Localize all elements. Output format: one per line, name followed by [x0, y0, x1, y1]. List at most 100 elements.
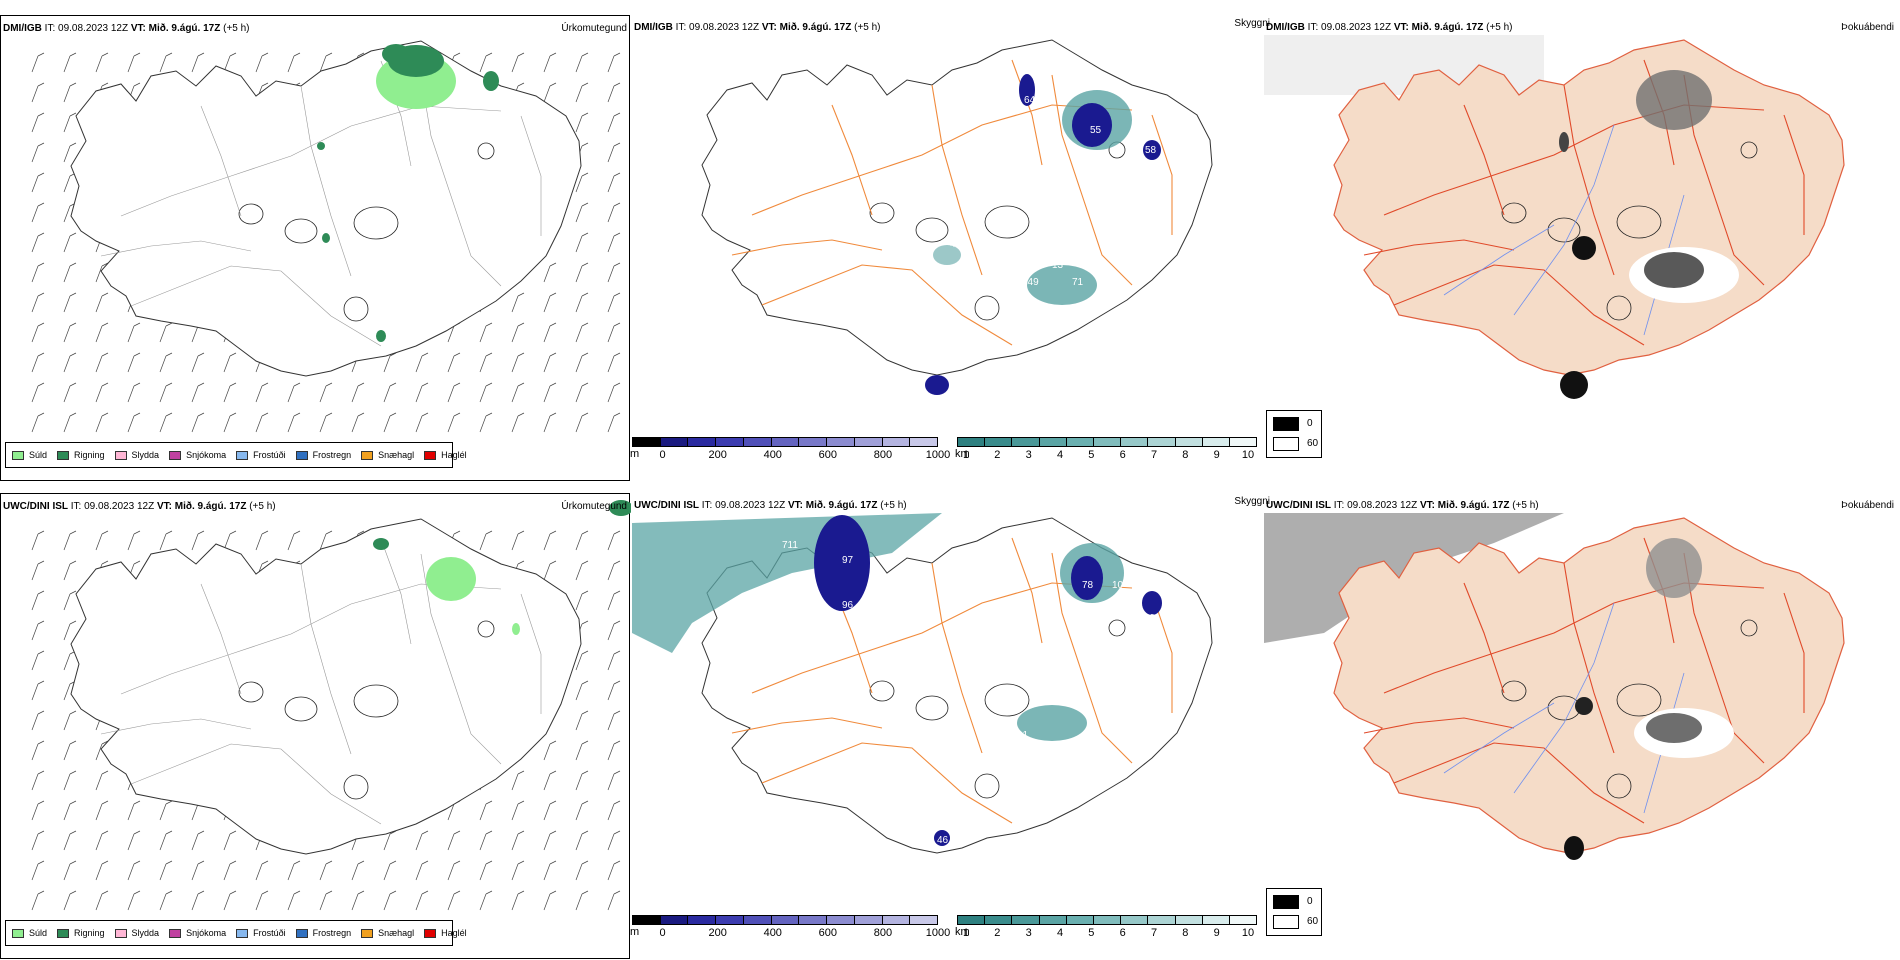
colorbar-cells: [957, 915, 1257, 925]
fog-legend-low: 0: [1307, 418, 1313, 429]
colorbar-cells: [632, 915, 938, 925]
model-name: UWC/DINI ISL: [3, 501, 68, 512]
legend-label: Rigning: [74, 928, 105, 938]
colorbar-tick-label: 1: [962, 927, 970, 939]
legend-label: Snæhagl: [378, 928, 415, 938]
road-network: [1363, 537, 1805, 824]
colorbar-tick-label: 8: [1182, 927, 1189, 939]
colorbar-cell: [1148, 438, 1176, 446]
legend-swatch: [424, 450, 437, 460]
colorbar-cell: [743, 438, 772, 446]
drizzle-area: [426, 557, 476, 601]
colorbar-tick-label: 200: [708, 927, 727, 939]
vt-label: VT:: [787, 500, 803, 511]
colorbar-cell: [716, 916, 744, 924]
legend-label: Snjókoma: [186, 450, 227, 460]
legend-swatch: [295, 928, 308, 938]
panel-title-fog: Þokuábendi: [1841, 500, 1894, 511]
visibility-m-area: [1142, 591, 1162, 615]
legend-item: Haglél: [424, 450, 467, 460]
colorbar-cell: [910, 916, 938, 924]
colorbar-tick-label: 400: [763, 927, 782, 939]
colorbar-tick-label: 800: [873, 449, 893, 461]
legend-swatch: [114, 450, 127, 460]
precip-map: [31, 500, 631, 911]
legend-item: Snjókoma: [169, 928, 226, 938]
colorbar-cell: [1012, 438, 1040, 446]
fog-legend-low: 0: [1307, 896, 1313, 907]
visibility-panel-dmi: DMI/IGB IT: 09.08.2023 12Z VT: Mið. 9.ág…: [630, 15, 1270, 481]
model-name: DMI/IGB: [1266, 22, 1305, 33]
visibility-value-label: 01: [1017, 730, 1029, 741]
colorbar-cell: [799, 438, 828, 446]
colorbar-tick-label: 2: [994, 449, 1001, 461]
colorbar-cell: [1121, 438, 1149, 446]
island-outline: [70, 518, 582, 855]
panel-header: DMI/IGB IT: 09.08.2023 12Z VT: Mið. 9.ág…: [1266, 22, 1513, 33]
fog-area: [1646, 538, 1702, 598]
fog-legend: 0 60: [1266, 410, 1322, 458]
it-label: IT:: [1307, 22, 1319, 33]
colorbar-tick-label: 1: [962, 449, 970, 461]
fog-haze: [1264, 513, 1564, 643]
colorbar-unit: m: [630, 926, 640, 938]
colorbar-cell: [882, 916, 911, 924]
visibility-value-label: 10: [1112, 580, 1124, 591]
legend-item: Frostúði: [236, 450, 286, 460]
fog-map: [1264, 513, 1845, 860]
legend-label: Snæhagl: [378, 450, 415, 460]
legend-label: Haglél: [441, 928, 467, 938]
legend-swatch: [236, 928, 249, 938]
legend-swatch: [57, 450, 70, 460]
visibility-km-area: [1027, 265, 1097, 305]
legend-item: Rigning: [57, 928, 105, 938]
visibility-value-label: 49: [1144, 613, 1156, 624]
visibility-value-label: 46: [937, 835, 949, 846]
vt-label: VT:: [1393, 22, 1409, 33]
fog-panel-uwc: UWC/DINI ISL IT: 09.08.2023 12Z VT: Mið.…: [1264, 493, 1894, 959]
colorbar-cell: [910, 438, 938, 446]
colorbar-cell: [660, 916, 689, 924]
panel-header: DMI/IGB IT: 09.08.2023 12Z VT: Mið. 9.ág…: [634, 22, 881, 33]
colorbar-tick-label: 6: [1119, 449, 1126, 461]
visibility-km-colorbar: 1 2 3 4 5 6 7 8 9 10 km: [955, 437, 1257, 463]
fog-legend-high: 60: [1307, 916, 1319, 927]
it-label: IT:: [701, 500, 713, 511]
colorbar-tick-label: 600: [818, 449, 838, 461]
it-value: 09.08.2023 12Z: [1347, 500, 1418, 511]
legend-label: Súld: [29, 450, 48, 460]
visibility-m-area: [1019, 74, 1035, 106]
legend-item: Slydda: [114, 450, 159, 460]
colorbar-cell: [1039, 916, 1067, 924]
colorbar-cell: [633, 916, 661, 924]
legend-swatch: [114, 928, 127, 938]
colorbar-cell: [688, 438, 717, 446]
precip-legend: Súld Rigning Slydda Snjókoma Frostúði Frostre…: [5, 920, 467, 946]
it-value: 09.08.2023 12Z: [689, 22, 760, 33]
panel-title-fog: Þokuábendi: [1841, 22, 1894, 33]
road-network: [731, 537, 1173, 824]
colorbar-cell: [958, 916, 986, 924]
legend-item: Slydda: [114, 928, 159, 938]
offset-value: (+5 h): [223, 23, 250, 34]
legend-item: Haglél: [424, 928, 467, 938]
road-network: [731, 59, 1173, 346]
colorbar-cell: [854, 438, 883, 446]
offset-value: (+5 h): [249, 501, 276, 512]
vt-label: VT:: [1419, 500, 1435, 511]
colorbar-ticks: 0 200 400 600 800 1000: [632, 447, 951, 461]
legend-swatch: [169, 450, 182, 460]
it-value: 09.08.2023 12Z: [1321, 22, 1392, 33]
rain-area: [382, 44, 410, 64]
fog-legend-high: 60: [1307, 438, 1319, 449]
colorbar-tick-label: 0: [659, 449, 666, 461]
visibility-value-label: 78: [1082, 580, 1094, 591]
rain-area: [609, 500, 631, 516]
vt-value: Mið. 9.ágú. 17Z: [174, 501, 247, 512]
offset-value: (+5 h): [854, 22, 881, 33]
legend-label: Snjókoma: [186, 928, 227, 938]
colorbar-cell: [1202, 916, 1230, 924]
vt-value: Mið. 9.ágú. 17Z: [148, 23, 221, 34]
legend-label: Súld: [29, 928, 48, 938]
precip-type-panel-uwc: UWC/DINI ISL IT: 09.08.2023 12Z VT: Mið.…: [0, 493, 631, 959]
